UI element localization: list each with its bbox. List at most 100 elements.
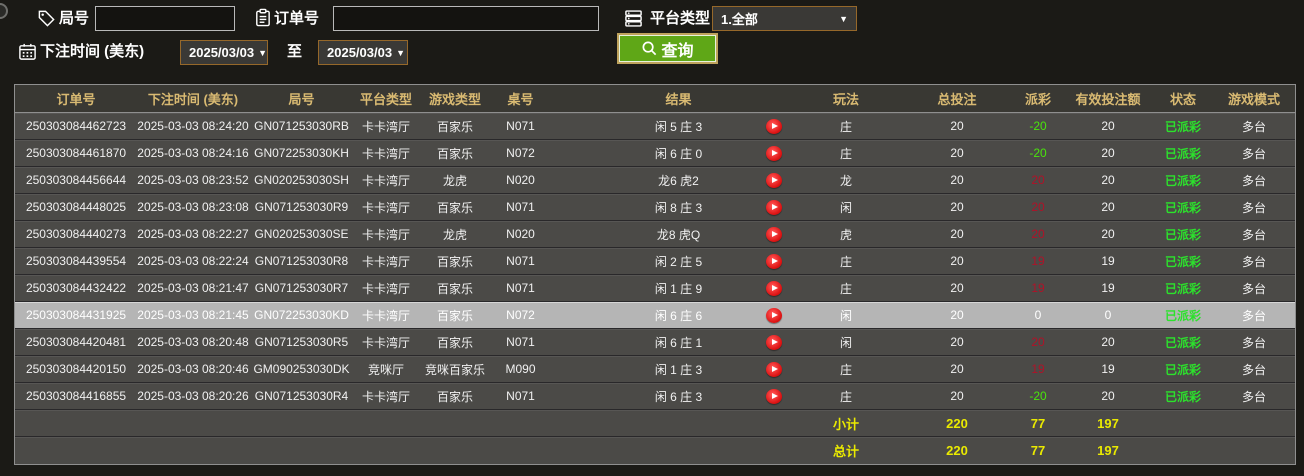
play-video-button[interactable]	[765, 388, 782, 404]
game-type-cell: 百家乐	[436, 335, 473, 350]
platform-select[interactable]: 1.全部 ▼	[712, 6, 857, 31]
game-mode-cell: 多台	[1241, 254, 1266, 269]
date-to-picker[interactable]: 2025/03/03 ▼	[318, 40, 408, 65]
table-row[interactable]: 250303084440273 2025-03-03 08:22:27 GN0202…	[15, 221, 1295, 248]
result-cell: 闲 1 庄 9	[654, 281, 703, 296]
table-no-cell: N020	[506, 227, 535, 241]
table-row[interactable]: 250303084439554 2025-03-03 08:22:24 GN0712…	[15, 248, 1295, 275]
order-id-cell: 250303084456644	[25, 173, 127, 187]
table-no-cell: N071	[506, 119, 535, 133]
play-video-button[interactable]	[765, 226, 782, 242]
status-badge: 已派彩	[1164, 200, 1201, 215]
play-icon	[771, 150, 778, 156]
platform-cell: 卡卡湾厅	[361, 281, 410, 296]
table-row[interactable]: 250303084420150 2025-03-03 08:20:46 GM0902…	[15, 356, 1295, 383]
platform-cell: 卡卡湾厅	[361, 200, 410, 215]
column-header-1: 订单号	[56, 92, 96, 107]
subtotal-row: 小计 220 77 197	[15, 410, 1295, 437]
result-cell: 闲 6 庄 0	[654, 146, 703, 161]
play-cell	[756, 329, 791, 355]
result-cell: 闲 6 庄 3	[654, 389, 703, 404]
chevron-down-icon: ▼	[396, 47, 405, 58]
payout-cell: 20	[1031, 200, 1045, 214]
play-video-button[interactable]	[765, 307, 782, 323]
play-type-cell: 闲	[839, 335, 852, 350]
payout-cell: 20	[1031, 173, 1045, 187]
tag-icon	[36, 8, 56, 28]
valid-bet-cell: 20	[1101, 227, 1115, 241]
table-no-cell: M090	[505, 362, 536, 376]
game-mode-cell: 多台	[1241, 389, 1266, 404]
play-video-button[interactable]	[765, 199, 782, 215]
column-header-11: 派彩	[1024, 92, 1051, 107]
empty-cell	[756, 437, 791, 464]
status-badge: 已派彩	[1164, 362, 1201, 377]
play-type-cell: 龙	[839, 173, 852, 188]
play-cell	[756, 167, 791, 193]
status-badge: 已派彩	[1164, 308, 1201, 323]
play-type-cell: 庄	[839, 389, 852, 404]
table-row-selected[interactable]: 250303084431925 2025-03-03 08:21:45 GN0722…	[15, 302, 1295, 329]
round-id-cell: GN071253030RB	[254, 119, 349, 133]
result-cell: 龙6 虎2	[658, 173, 699, 188]
play-video-button[interactable]	[765, 361, 782, 377]
play-cell	[756, 248, 791, 274]
total-bet-cell: 20	[950, 254, 964, 268]
status-badge: 已派彩	[1164, 389, 1201, 404]
result-cell: 闲 2 庄 5	[654, 254, 703, 269]
bet-records-table: 订单号 下注时间 (美东) 局号 平台类型 游戏类型 桌号 结果 玩法 总投注 派彩 有效投注额 状态…	[14, 84, 1296, 465]
table-row[interactable]: 250303084432422 2025-03-03 08:21:47 GN0712…	[15, 275, 1295, 302]
game-type-cell: 百家乐	[436, 146, 473, 161]
table-row[interactable]: 250303084420481 2025-03-03 08:20:48 GN0712…	[15, 329, 1295, 356]
round-id-cell: GN071253030R8	[254, 254, 349, 268]
table-row[interactable]: 250303084462723 2025-03-03 08:24:20 GN0712…	[15, 113, 1295, 140]
result-cell: 闲 6 庄 1	[654, 335, 703, 350]
order-id-cell: 250303084448025	[25, 200, 127, 214]
total-bet-cell: 20	[950, 308, 964, 322]
column-header-4: 平台类型	[359, 92, 412, 107]
date-from-picker[interactable]: 2025/03/03 ▼	[180, 40, 268, 65]
play-video-button[interactable]	[765, 334, 782, 350]
valid-bet-cell: 19	[1101, 281, 1115, 295]
table-row[interactable]: 250303084448025 2025-03-03 08:23:08 GN0712…	[15, 194, 1295, 221]
game-mode-cell: 多台	[1241, 362, 1266, 377]
search-button[interactable]: 查询	[617, 33, 718, 64]
game-type-cell: 竞咪百家乐	[424, 362, 485, 377]
result-cell: 闲 5 庄 3	[654, 119, 703, 134]
play-video-button[interactable]	[765, 118, 782, 134]
total-bet-cell: 20	[950, 227, 964, 241]
platform-cell: 卡卡湾厅	[361, 173, 410, 188]
table-no-cell: N071	[506, 200, 535, 214]
play-video-button[interactable]	[765, 172, 782, 188]
table-header-row: 订单号 下注时间 (美东) 局号 平台类型 游戏类型 桌号 结果 玩法 总投注 派彩 有效投注额 状态…	[15, 85, 1295, 113]
magnifier-icon	[642, 41, 657, 56]
table-row[interactable]: 250303084456644 2025-03-03 08:23:52 GN0202…	[15, 167, 1295, 194]
play-type-cell: 虎	[839, 227, 852, 242]
round-input[interactable]	[95, 6, 235, 31]
platform-cell: 卡卡湾厅	[361, 227, 410, 242]
status-badge: 已派彩	[1164, 227, 1201, 242]
play-type-cell: 庄	[839, 146, 852, 161]
search-button-label: 查询	[661, 42, 694, 60]
calendar-icon	[17, 41, 37, 61]
table-no-cell: N072	[506, 308, 535, 322]
order-input[interactable]	[333, 6, 599, 31]
play-cell	[756, 275, 791, 301]
column-header-3: 局号	[288, 92, 315, 107]
total-bet-cell: 20	[950, 173, 964, 187]
table-row[interactable]: 250303084416855 2025-03-03 08:20:26 GN0712…	[15, 383, 1295, 410]
total-payout-sum: 77	[1030, 443, 1046, 458]
bet-time-cell: 2025-03-03 08:20:46	[137, 362, 249, 376]
game-mode-cell: 多台	[1241, 227, 1266, 242]
table-no-cell: N071	[506, 254, 535, 268]
table-row[interactable]: 250303084461870 2025-03-03 08:24:16 GN0722…	[15, 140, 1295, 167]
bet-time-cell: 2025-03-03 08:21:45	[137, 308, 249, 322]
total-bet-sum: 220	[946, 443, 968, 458]
play-cell	[756, 194, 791, 220]
play-video-button[interactable]	[765, 145, 782, 161]
play-video-button[interactable]	[765, 280, 782, 296]
column-header-9: 玩法	[832, 92, 859, 107]
total-bet-cell: 20	[950, 281, 964, 295]
play-video-button[interactable]	[765, 253, 782, 269]
empty-cell	[249, 410, 354, 436]
